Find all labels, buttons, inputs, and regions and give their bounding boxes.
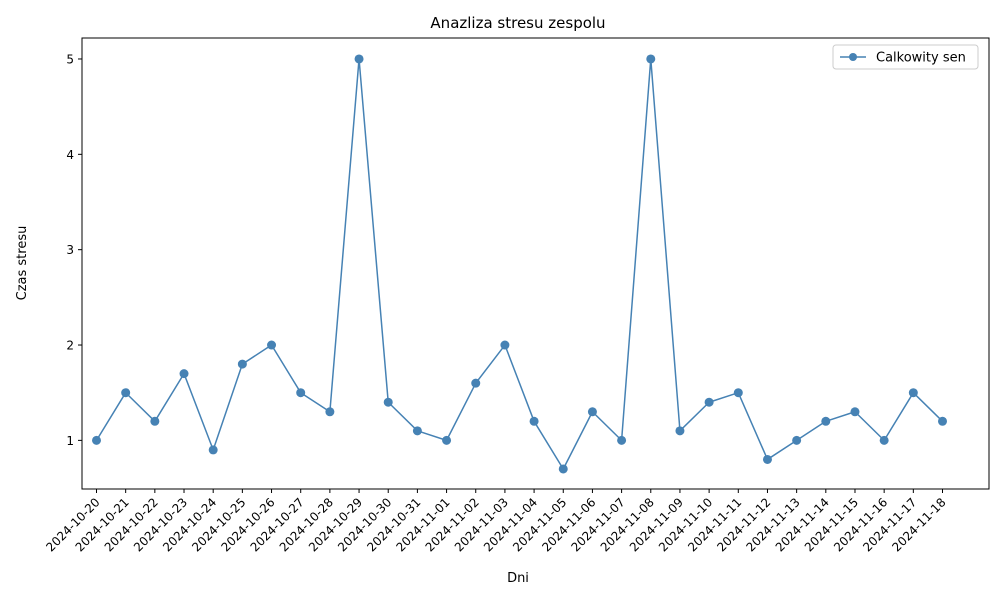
data-point xyxy=(821,416,831,426)
data-point xyxy=(383,397,393,407)
data-point xyxy=(733,388,743,398)
data-point xyxy=(762,454,772,464)
y-tick-label: 4 xyxy=(66,148,74,162)
series-line xyxy=(95,58,944,470)
data-point xyxy=(908,388,918,398)
data-point xyxy=(675,426,685,436)
data-point xyxy=(879,435,889,445)
data-point xyxy=(208,445,218,455)
x-axis-title: Dni xyxy=(507,571,529,586)
y-axis-title: Czas stresu xyxy=(15,226,30,301)
data-point xyxy=(704,397,714,407)
y-tick-label: 1 xyxy=(66,434,74,448)
data-point xyxy=(792,435,802,445)
data-point xyxy=(150,416,160,426)
data-point xyxy=(471,378,481,388)
data-point xyxy=(938,416,947,426)
data-point xyxy=(354,54,364,64)
data-point xyxy=(617,435,627,445)
legend-label: Calkowity sen xyxy=(876,51,966,66)
plot-frame xyxy=(81,37,990,490)
data-point xyxy=(121,388,131,398)
data-point xyxy=(587,407,597,417)
data-point xyxy=(412,426,422,436)
data-point xyxy=(529,416,539,426)
y-tick-label: 2 xyxy=(66,339,74,353)
legend-marker xyxy=(849,53,857,61)
data-point xyxy=(179,369,189,379)
y-tick-label: 5 xyxy=(66,52,74,66)
plot-area: 123452024-10-202024-10-212024-10-222024-… xyxy=(43,52,948,554)
data-point xyxy=(442,435,452,445)
data-point xyxy=(500,340,510,350)
data-point xyxy=(267,340,277,350)
data-point xyxy=(558,464,568,474)
data-point xyxy=(646,54,656,64)
data-point xyxy=(296,388,306,398)
data-point xyxy=(325,407,335,417)
chart-title: Anazliza stresu zespolu xyxy=(430,14,605,32)
legend: Calkowity sen xyxy=(832,44,979,70)
data-point xyxy=(237,359,247,369)
data-point xyxy=(92,435,101,445)
legend-box xyxy=(832,44,979,70)
data-point xyxy=(850,407,860,417)
y-tick-label: 3 xyxy=(66,243,74,257)
